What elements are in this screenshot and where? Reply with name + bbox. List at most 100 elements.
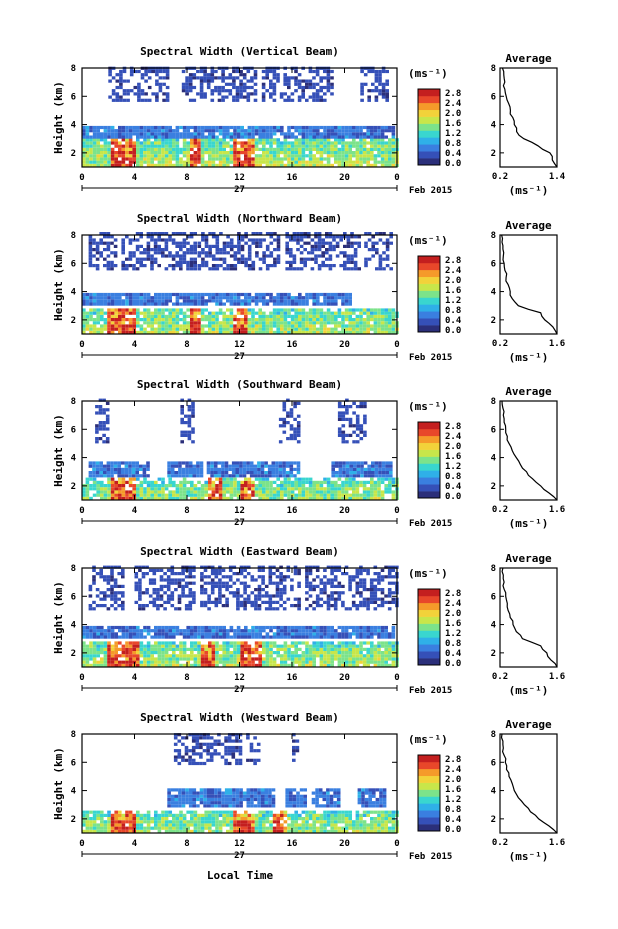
heatmap-cell	[218, 657, 223, 661]
heatmap-cell	[105, 414, 110, 418]
heatmap-cell	[296, 238, 300, 242]
heatmap-cell	[186, 493, 190, 497]
heatmap-cell	[276, 311, 280, 315]
heatmap-cell	[249, 474, 254, 478]
heatmap-cell	[190, 138, 194, 142]
heatmap-cell	[254, 632, 259, 636]
heatmap-cell	[260, 464, 265, 468]
heatmap-cell	[103, 141, 108, 145]
heatmap-cell	[305, 292, 309, 297]
heatmap-cell	[371, 467, 375, 471]
heatmap-cell	[348, 132, 352, 136]
heatmap-cell	[136, 654, 140, 658]
heatmap-cell	[316, 654, 320, 658]
heatmap-cell	[312, 157, 316, 161]
heatmap-cell	[233, 129, 237, 133]
heatmap-cell	[197, 654, 201, 658]
heatmap-cell	[344, 141, 349, 145]
heatmap-cell	[276, 151, 280, 155]
heatmap-cell	[132, 477, 136, 481]
heatmap-cell	[258, 138, 262, 142]
colorbar-swatch	[418, 491, 440, 499]
heatmap-cell	[103, 663, 108, 667]
heatmap-cell	[182, 490, 187, 494]
heatmap-cell	[265, 657, 270, 661]
heatmap-cell	[143, 629, 147, 633]
heatmap-cell	[370, 125, 374, 130]
heatmap-cell	[244, 321, 248, 325]
heatmap-cell	[114, 311, 118, 315]
heatmap-cell	[235, 474, 240, 478]
heatmap-cell	[121, 635, 126, 639]
colorbar-swatch	[418, 151, 440, 159]
heatmap-cell	[355, 327, 360, 331]
heatmap-cell	[262, 129, 266, 133]
heatmap-cell	[193, 644, 198, 648]
heatmap-cell	[222, 654, 226, 658]
heatmap-cell	[305, 82, 309, 86]
heatmap-cell	[251, 321, 255, 325]
heatmap-cell	[276, 296, 280, 300]
heatmap-cell	[190, 651, 194, 655]
heatmap-cell	[136, 311, 140, 315]
heatmap-cell	[168, 311, 172, 315]
heatmap-cell	[168, 327, 172, 331]
heatmap-cell	[265, 267, 270, 271]
heatmap-cell	[355, 433, 360, 437]
heatmap-cell	[139, 644, 144, 648]
heatmap-cell	[210, 92, 215, 96]
heatmap-cell	[154, 311, 158, 315]
heatmap-cell	[121, 238, 125, 242]
heatmap-cell	[272, 632, 277, 636]
x-tick-label: 4	[132, 340, 138, 350]
colorbar-swatch	[418, 283, 440, 291]
heatmap-cell	[222, 657, 226, 661]
heatmap-cell	[370, 493, 374, 497]
heatmap-cell	[316, 484, 320, 488]
heatmap-cell	[229, 132, 234, 136]
heatmap-cell	[254, 157, 259, 161]
heatmap-cell	[168, 299, 172, 303]
heatmap-cell	[272, 321, 277, 325]
heatmap-cell	[272, 160, 277, 164]
heatmap-cell	[185, 474, 189, 478]
heatmap-cell	[178, 464, 182, 468]
heatmap-cell	[276, 125, 280, 130]
heatmap-cell	[388, 308, 392, 312]
heatmap-cell	[114, 487, 118, 491]
heatmap-cell	[139, 251, 143, 255]
heatmap-cell	[164, 254, 169, 258]
heatmap-cell	[272, 314, 277, 318]
heatmap-cell	[315, 95, 320, 99]
heatmap-cell	[150, 154, 154, 158]
heatmap-cell	[179, 257, 183, 261]
heatmap-cell	[341, 157, 345, 161]
heatmap-cell	[251, 125, 255, 130]
heatmap-cell	[229, 321, 234, 325]
x-tick-label: 12	[234, 173, 245, 183]
heatmap-cell	[326, 135, 331, 139]
heatmap-cell	[215, 663, 219, 667]
heatmap-cell	[326, 85, 331, 90]
heatmap-cell	[215, 135, 219, 139]
heatmap-cell	[161, 641, 165, 645]
heatmap-cell	[380, 496, 385, 500]
heatmap-cell	[139, 651, 144, 655]
heatmap-cell	[193, 487, 198, 491]
heatmap-cell	[165, 95, 170, 99]
heatmap-cell	[208, 254, 212, 258]
heatmap-cell	[136, 330, 140, 334]
heatmap-cell	[293, 430, 297, 434]
heatmap-cell	[100, 629, 104, 633]
heatmap-cell	[272, 660, 277, 664]
heatmap-cell	[222, 160, 226, 164]
heatmap-cell	[296, 232, 300, 236]
heatmap-cell	[136, 321, 140, 325]
heatmap-cell	[200, 302, 205, 306]
heatmap-cell	[251, 299, 255, 303]
heatmap-cell	[121, 241, 125, 245]
heatmap-cell	[103, 147, 108, 151]
heatmap-cell	[244, 318, 248, 322]
heatmap-cell	[380, 324, 385, 328]
heatmap-cell	[197, 318, 201, 322]
